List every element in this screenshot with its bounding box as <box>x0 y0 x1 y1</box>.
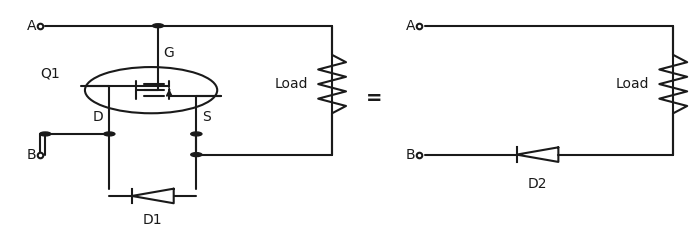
Text: S: S <box>202 110 210 124</box>
Text: D1: D1 <box>143 213 163 227</box>
Text: D: D <box>93 110 103 124</box>
Text: A: A <box>27 19 36 33</box>
Text: =: = <box>366 89 382 108</box>
Circle shape <box>152 24 164 28</box>
Circle shape <box>191 132 202 136</box>
Text: Load: Load <box>615 77 649 91</box>
Circle shape <box>40 132 51 136</box>
Text: A: A <box>406 19 416 33</box>
Circle shape <box>103 132 115 136</box>
Text: B: B <box>27 148 36 162</box>
Text: B: B <box>406 148 416 162</box>
Circle shape <box>191 153 202 156</box>
Text: G: G <box>164 46 174 60</box>
Text: Q1: Q1 <box>41 66 60 80</box>
Text: D2: D2 <box>528 177 547 190</box>
Text: Load: Load <box>274 77 308 91</box>
